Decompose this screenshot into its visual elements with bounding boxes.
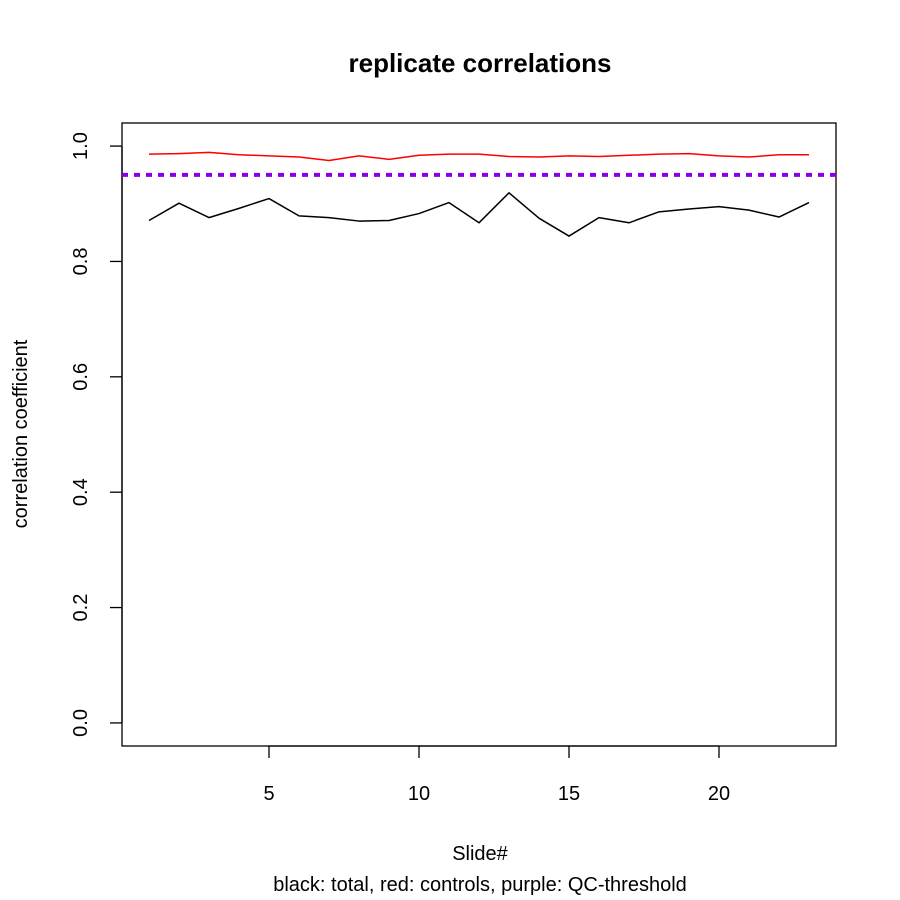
y-tick-label: 0.4 (70, 478, 92, 506)
y-axis-label: correlation coefficient (10, 339, 32, 528)
x-tick-label: 15 (558, 783, 580, 805)
y-tick-label: 1.0 (70, 132, 92, 160)
x-tick-label: 5 (263, 783, 274, 805)
x-tick-label: 20 (708, 783, 730, 805)
series-line-0 (148, 192, 810, 237)
y-tick-label: 0.6 (70, 363, 92, 391)
x-tick-label: 10 (408, 783, 430, 805)
chart-subtitle: black: total, red: controls, purple: QC-… (273, 874, 687, 896)
y-axis: 0.0 0.2 0.4 0.6 0.8 1.0 (70, 132, 123, 737)
plot-frame (121, 122, 837, 747)
series-layer (122, 151, 836, 237)
y-tick-label: 0.2 (70, 594, 92, 622)
y-tick-label: 0.8 (70, 248, 92, 276)
chart-title: replicate correlations (349, 48, 612, 78)
y-tick-label: 0.0 (70, 709, 92, 737)
series-line-1 (148, 151, 809, 162)
x-axis-label: Slide# (452, 843, 508, 865)
x-axis: 5 10 15 20 (263, 745, 730, 805)
